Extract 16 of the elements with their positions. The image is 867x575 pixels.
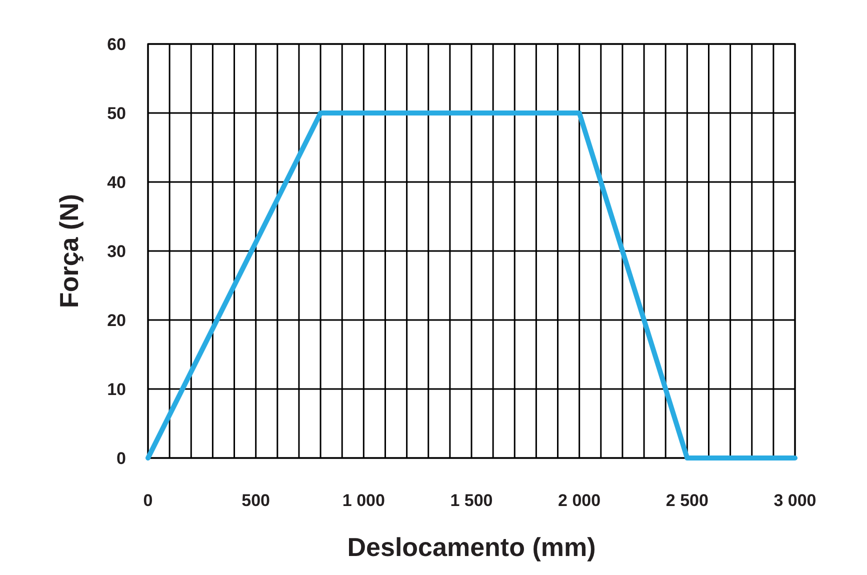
x-tick-label: 3 000	[774, 491, 816, 510]
y-tick-label: 50	[107, 104, 126, 123]
y-tick-label: 20	[107, 311, 126, 330]
x-axis-title: Deslocamento (mm)	[347, 532, 596, 562]
x-tick-label: 500	[242, 491, 270, 510]
y-tick-label: 0	[116, 449, 126, 468]
y-tick-label: 60	[107, 35, 126, 54]
y-axis-title: Força (N)	[54, 194, 84, 308]
y-tick-label: 40	[107, 173, 126, 192]
y-tick-label: 30	[107, 242, 126, 261]
x-tick-label: 1 000	[342, 491, 385, 510]
x-tick-label: 0	[143, 491, 153, 510]
x-tick-label: 1 500	[450, 491, 493, 510]
x-tick-label: 2 000	[558, 491, 601, 510]
x-tick-label: 2 500	[666, 491, 708, 510]
y-tick-label: 10	[107, 380, 126, 399]
